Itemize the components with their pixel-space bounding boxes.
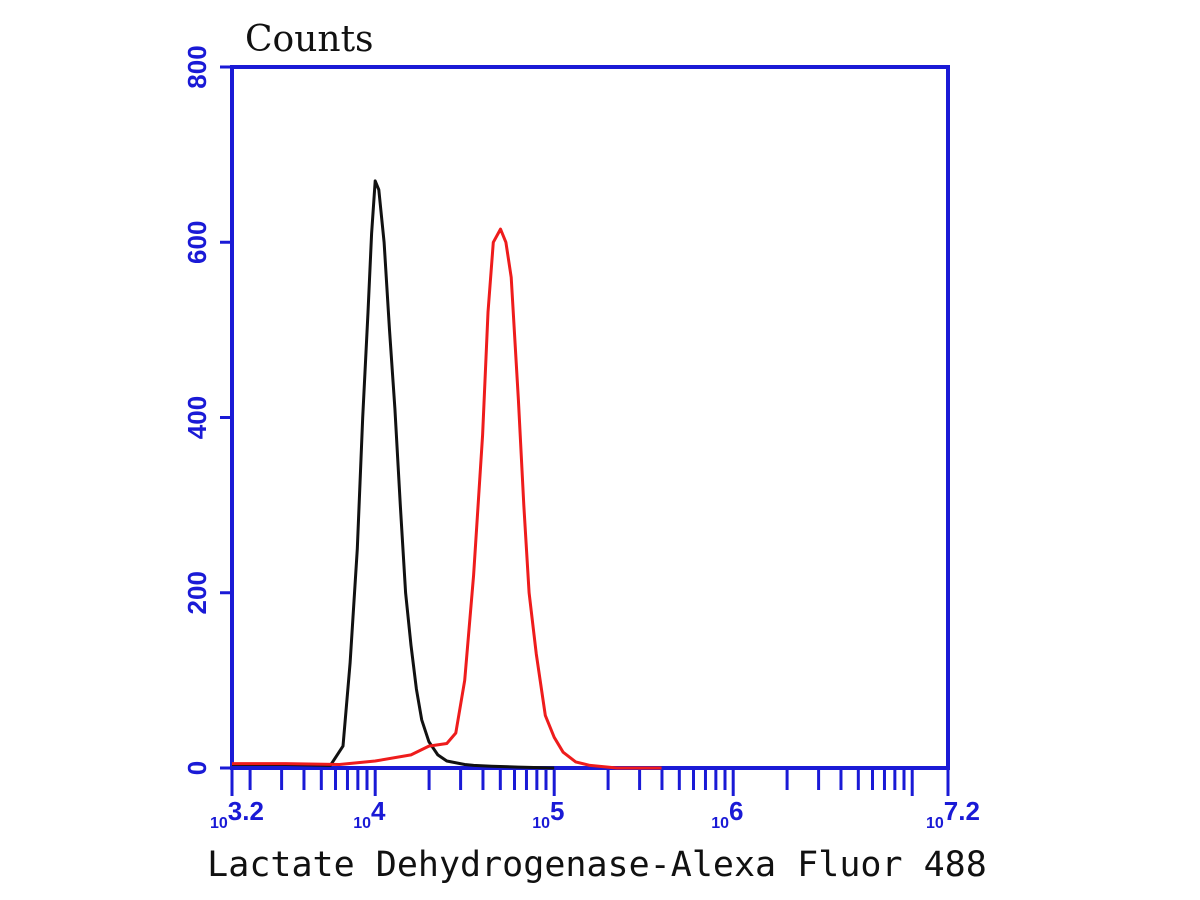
y-axis-label: Counts: [245, 19, 374, 60]
y-axis-ticks: 0 200 400 600 800: [182, 45, 232, 775]
y-tick-label: 800: [182, 45, 212, 88]
plot-frame: [230, 65, 950, 770]
y-tick-label: 0: [182, 761, 212, 775]
x-tick-label: 104: [353, 796, 386, 832]
x-tick-label: 107.2: [926, 796, 980, 832]
histogram-series: [232, 179, 662, 770]
y-tick-label: 400: [182, 396, 212, 439]
x-tick-label: 106: [711, 796, 743, 832]
x-tick-label: 105: [532, 796, 564, 832]
x-tick-label: 103.2: [210, 796, 264, 832]
x-axis-ticks: 103.2 104 105 106 107.2: [210, 768, 980, 832]
series-line-sample: [232, 227, 662, 770]
y-tick-label: 200: [182, 571, 212, 614]
x-axis-label: Lactate Dehydrogenase-Alexa Fluor 488: [207, 845, 987, 885]
y-tick-label: 600: [182, 221, 212, 264]
series-line-control: [232, 179, 555, 770]
